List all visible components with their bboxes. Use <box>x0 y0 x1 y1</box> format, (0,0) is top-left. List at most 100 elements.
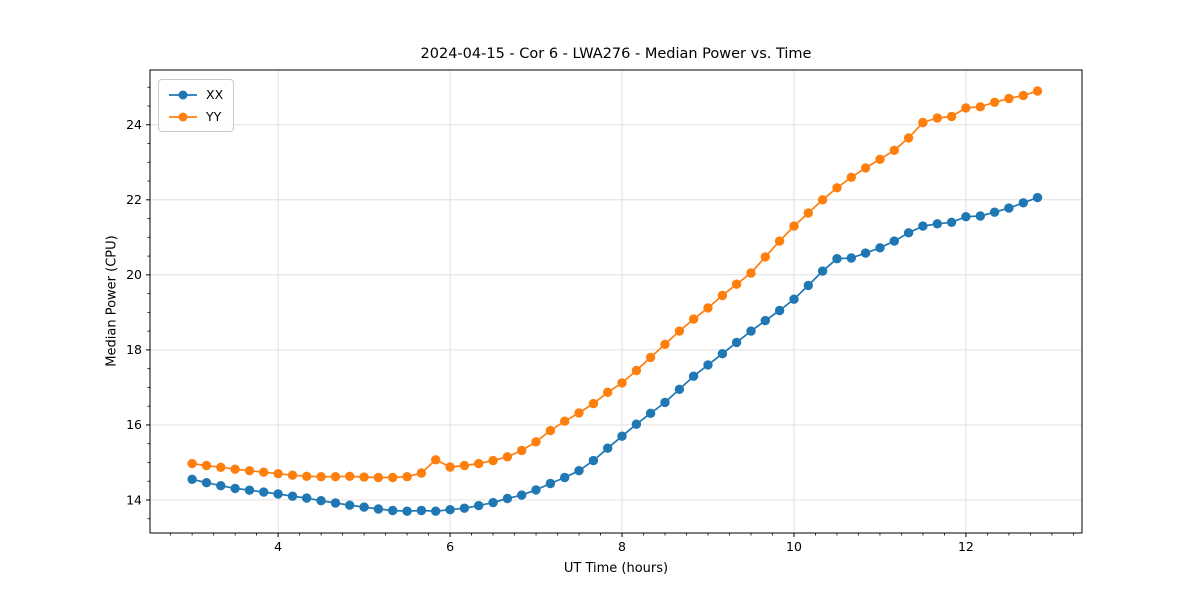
y-tick-label: 14 <box>126 492 142 507</box>
data-point-xx <box>961 212 971 222</box>
data-point-xx <box>946 217 957 227</box>
data-point-xx <box>832 254 842 264</box>
data-point-yy <box>416 468 427 478</box>
data-point-xx <box>731 337 742 348</box>
data-point-yy <box>488 455 498 466</box>
data-point-xx <box>574 466 584 476</box>
data-point-xx <box>359 502 369 512</box>
data-point-yy <box>502 452 513 462</box>
xx-series-marker-icon <box>169 90 197 99</box>
data-point-xx <box>488 497 498 508</box>
data-point-yy <box>302 471 312 481</box>
y-tick-label: 22 <box>126 192 142 207</box>
y-tick-label: 20 <box>126 267 142 282</box>
series-line-yy <box>191 90 1038 479</box>
data-point-yy <box>287 470 298 480</box>
data-point-yy <box>817 195 828 205</box>
data-point-xx <box>875 243 885 253</box>
data-point-xx <box>431 506 441 516</box>
data-point-yy <box>1032 86 1043 96</box>
data-point-xx <box>230 483 240 494</box>
data-point-xx <box>774 305 785 316</box>
data-point-yy <box>517 445 527 456</box>
data-point-xx <box>817 266 828 276</box>
data-point-yy <box>989 97 1000 108</box>
axes-border <box>149 69 1083 534</box>
data-point-yy <box>373 472 384 483</box>
data-point-yy <box>688 314 699 324</box>
data-point-xx <box>1004 203 1014 213</box>
data-point-xx <box>502 493 513 504</box>
data-point-xx <box>416 505 427 516</box>
data-point-yy <box>345 471 355 481</box>
data-point-yy <box>574 408 584 418</box>
data-point-xx <box>216 481 226 491</box>
data-point-xx <box>445 505 455 515</box>
data-point-yy <box>1004 93 1014 104</box>
data-point-yy <box>531 437 541 447</box>
data-point-yy <box>1018 90 1028 101</box>
data-point-xx <box>717 349 728 359</box>
data-point-xx <box>918 221 928 231</box>
data-point-yy <box>617 378 627 388</box>
legend: XX YY <box>158 79 235 132</box>
data-point-xx <box>746 326 756 336</box>
data-point-yy <box>230 464 240 474</box>
data-point-xx <box>846 253 856 263</box>
data-point-yy <box>603 387 613 397</box>
chart-title: 2024-04-15 - Cor 6 - LWA276 - Median Pow… <box>420 46 812 62</box>
data-point-xx <box>560 472 570 483</box>
data-point-yy <box>832 183 842 193</box>
data-point-yy <box>431 455 441 465</box>
data-point-xx <box>316 496 326 506</box>
data-point-yy <box>201 460 212 471</box>
data-point-yy <box>975 102 985 112</box>
data-point-yy <box>316 472 326 482</box>
x-tick-label: 4 <box>274 539 282 554</box>
data-point-yy <box>889 145 899 155</box>
data-point-yy <box>216 462 226 472</box>
data-point-yy <box>961 103 971 113</box>
data-point-xx <box>674 384 685 394</box>
data-point-xx <box>531 485 541 495</box>
data-point-xx <box>373 504 384 514</box>
data-point-xx <box>330 498 341 508</box>
data-point-xx <box>889 236 899 246</box>
data-point-xx <box>259 487 269 497</box>
data-point-xx <box>287 491 298 501</box>
data-point-yy <box>445 462 455 472</box>
data-point-xx <box>1032 192 1043 203</box>
data-point-yy <box>946 111 957 122</box>
data-point-yy <box>674 326 685 336</box>
data-point-yy <box>273 469 283 479</box>
data-point-yy <box>731 279 742 289</box>
data-point-yy <box>402 472 412 482</box>
y-axis-label: Median Power (CPU) <box>104 235 120 367</box>
data-point-yy <box>645 352 656 363</box>
data-point-xx <box>244 485 255 495</box>
legend-label-yy: YY <box>206 109 222 124</box>
x-tick-label: 8 <box>618 539 626 554</box>
data-point-xx <box>803 280 813 291</box>
data-point-yy <box>474 458 484 469</box>
data-point-yy <box>545 425 556 436</box>
legend-item-yy: YY <box>167 107 223 126</box>
data-point-yy <box>846 172 856 182</box>
data-point-xx <box>273 489 283 499</box>
data-point-yy <box>560 416 570 426</box>
legend-label-xx: XX <box>206 87 224 102</box>
data-point-yy <box>588 398 599 409</box>
data-point-xx <box>545 478 556 489</box>
data-point-yy <box>746 268 756 278</box>
data-point-xx <box>660 397 670 408</box>
data-point-yy <box>717 290 728 301</box>
data-point-xx <box>459 503 470 513</box>
x-tick-label: 6 <box>446 539 454 554</box>
data-point-yy <box>875 154 885 164</box>
data-point-yy <box>918 117 928 128</box>
data-point-xx <box>631 419 642 429</box>
data-point-yy <box>459 460 470 471</box>
data-point-xx <box>474 500 484 511</box>
